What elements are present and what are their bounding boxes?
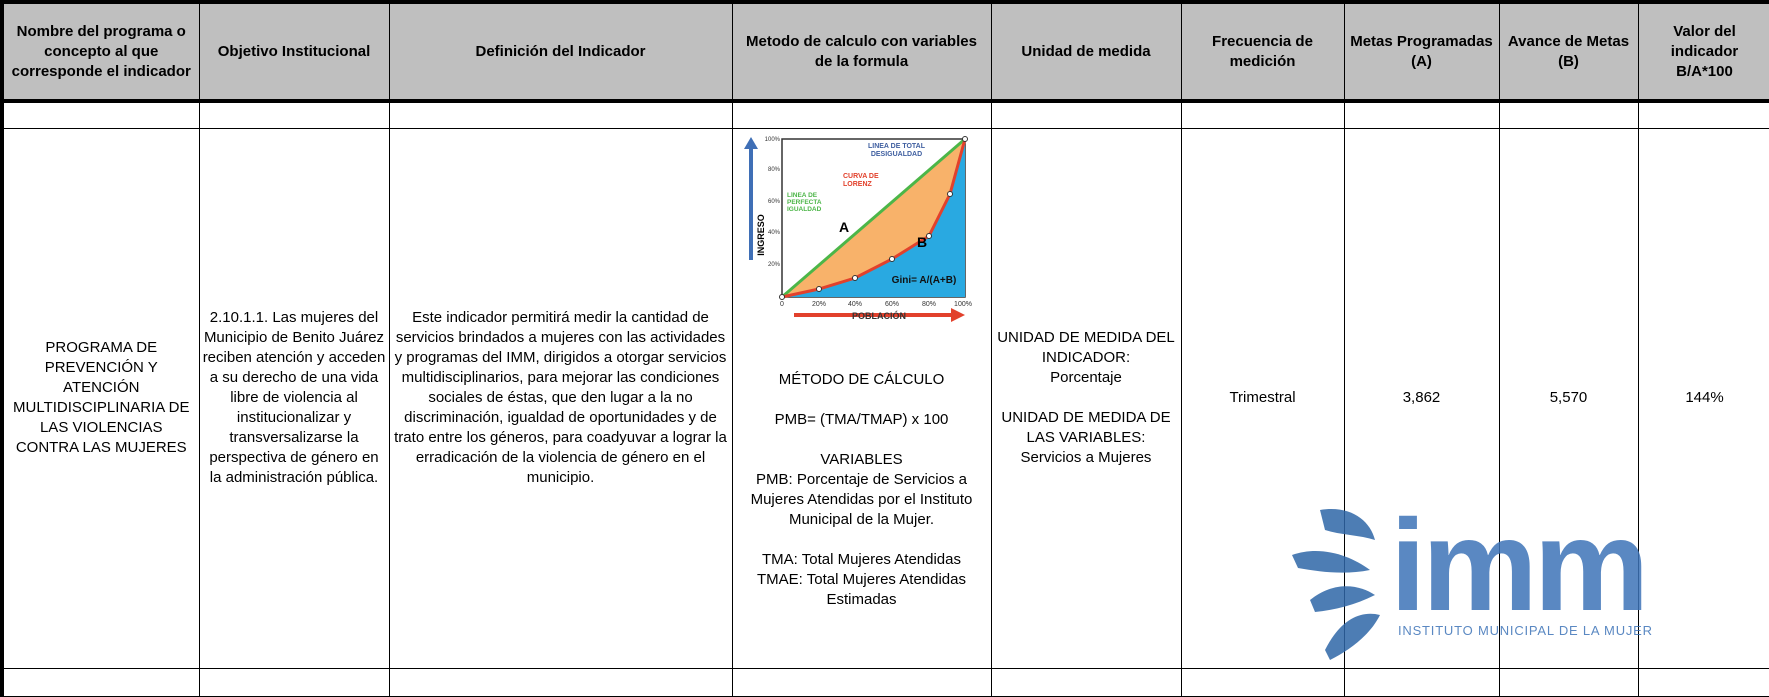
x-tick: 80% xyxy=(922,301,936,308)
gini-label: Gini= A/(A+B) xyxy=(892,275,957,286)
method-cell: INGRESO POBLACIÓN 20% 40% 60% 80% 100% 0… xyxy=(731,127,992,669)
x-tick: 20% xyxy=(812,301,826,308)
y-tick: 100% xyxy=(765,137,781,143)
x-tick: 0 xyxy=(780,301,784,308)
header-cell: Metodo de calculo con variables de la fo… xyxy=(731,0,992,103)
equality-line xyxy=(781,137,966,298)
x-tick: 100% xyxy=(954,301,972,308)
y-tick: 80% xyxy=(768,167,781,173)
unit-cell: UNIDAD DE MEDIDA DEL INDICADOR: Porcenta… xyxy=(990,127,1182,669)
curve-points xyxy=(779,135,968,300)
data-row: PROGRAMA DE PREVENCIÓN Y ATENCIÓN MULTID… xyxy=(0,127,1769,669)
unit-variables-label: UNIDAD DE MEDIDA DE LAS VARIABLES: xyxy=(1001,409,1171,446)
method-formula: PMB= (TMA/TMAP) x 100 xyxy=(774,410,949,428)
header-cell: Definición del Indicador xyxy=(388,0,733,103)
area-b-label: B xyxy=(917,234,927,250)
logo-caption: INSTITUTO MUNICIPAL DE LA MUJER xyxy=(1398,623,1653,638)
x-tick: 60% xyxy=(885,301,899,308)
value-cell: 144% xyxy=(1637,127,1769,669)
header-cell: Objetivo Institucional xyxy=(198,0,390,103)
x-arrowhead xyxy=(951,307,965,322)
y-label: INGRESO xyxy=(756,214,766,256)
lorenz-label: CURVA DE LORENZ xyxy=(843,173,879,188)
variable-definition: TMAE: Total Mujeres Atendidas Estimadas xyxy=(757,570,966,608)
method-heading: MÉTODO DE CÁLCULO xyxy=(778,370,945,388)
header-cell: Metas Programadas (A) xyxy=(1343,0,1500,103)
area-a-label: A xyxy=(839,219,849,235)
header-cell: Avance de Metas (B) xyxy=(1498,0,1639,103)
y-tick: 60% xyxy=(768,199,781,205)
header-row: Nombre del programa o concepto al que co… xyxy=(0,0,1769,103)
y-tick: 40% xyxy=(768,230,781,236)
x-label: POBLACIÓN xyxy=(852,310,906,321)
variable-definition: PMB: Porcentaje de Servicios a Mujeres A… xyxy=(750,470,973,528)
empty-row xyxy=(0,667,1769,697)
y-tick: 20% xyxy=(768,262,781,268)
frequency-cell: Trimestral xyxy=(1180,127,1345,669)
objective-cell: 2.10.1.1. Las mujeres del Municipio de B… xyxy=(198,127,390,669)
variable-definition: TMA: Total Mujeres Atendidas xyxy=(762,550,961,568)
imm-logo: imm INSTITUTO MUNICIPAL DE LA MUJER xyxy=(1292,500,1653,660)
empty-row xyxy=(0,100,1769,129)
x-tick: 40% xyxy=(848,301,862,308)
lorenz-figure: INGRESO POBLACIÓN 20% 40% 60% 80% 100% 0… xyxy=(744,135,972,322)
variables-heading: VARIABLES xyxy=(820,450,903,468)
definition-cell: Este indicador permitirá medir la cantid… xyxy=(388,127,733,669)
header-cell: Nombre del programa o concepto al que co… xyxy=(0,0,200,103)
progress-cell: 5,570 xyxy=(1498,127,1639,669)
program-cell: PROGRAMA DE PREVENCIÓN Y ATENCIÓN MULTID… xyxy=(0,127,200,669)
header-cell: Frecuencia de medición xyxy=(1180,0,1345,103)
unit-indicator-label: UNIDAD DE MEDIDA DEL INDICADOR: xyxy=(997,329,1175,366)
header-cell: Valor del indicador B/A*100 xyxy=(1637,0,1769,103)
total-inequality-label: LÍNEA DE TOTAL DESIGUALDAD xyxy=(868,143,925,158)
y-arrowhead xyxy=(744,136,758,149)
header-cell: Unidad de medida xyxy=(990,0,1182,103)
logo-symbol xyxy=(1292,509,1380,660)
logo-mark: imm xyxy=(1390,500,1645,638)
equality-label: LÍNEA DE PERFECTA IGUALDAD xyxy=(787,192,821,213)
unit-indicator-value: Porcentaje xyxy=(1050,369,1122,386)
unit-variables-value: Servicios a Mujeres xyxy=(1020,449,1152,466)
